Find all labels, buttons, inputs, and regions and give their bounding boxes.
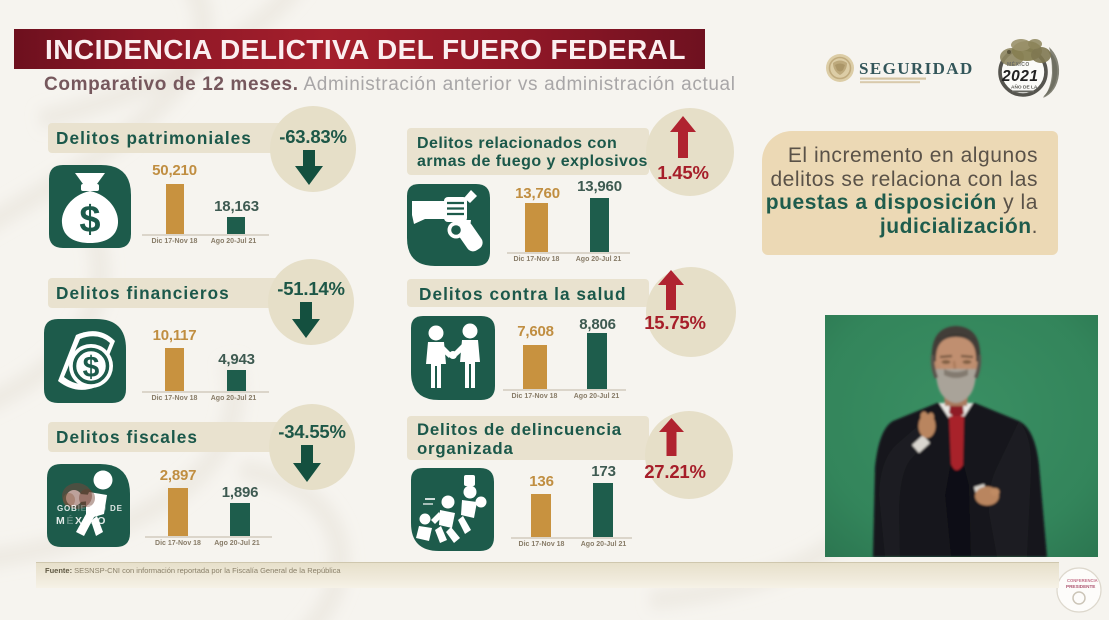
svg-text:$: $ bbox=[83, 351, 100, 384]
svg-text:GOBIERNO DE: GOBIERNO DE bbox=[57, 504, 123, 513]
svg-text:$: $ bbox=[79, 199, 100, 241]
svg-text:AÑO DE LA: AÑO DE LA bbox=[1011, 84, 1038, 91]
svg-text:MÉXICO: MÉXICO bbox=[1007, 60, 1030, 68]
svg-text:PRESIDENTE: PRESIDENTE bbox=[1066, 584, 1095, 589]
svg-text:MÉXICO: MÉXICO bbox=[56, 514, 107, 527]
svg-text:SEGURIDAD: SEGURIDAD bbox=[859, 59, 974, 78]
svg-text:CONFERENCIA: CONFERENCIA bbox=[1067, 578, 1098, 583]
svg-text:2021: 2021 bbox=[1001, 68, 1038, 85]
